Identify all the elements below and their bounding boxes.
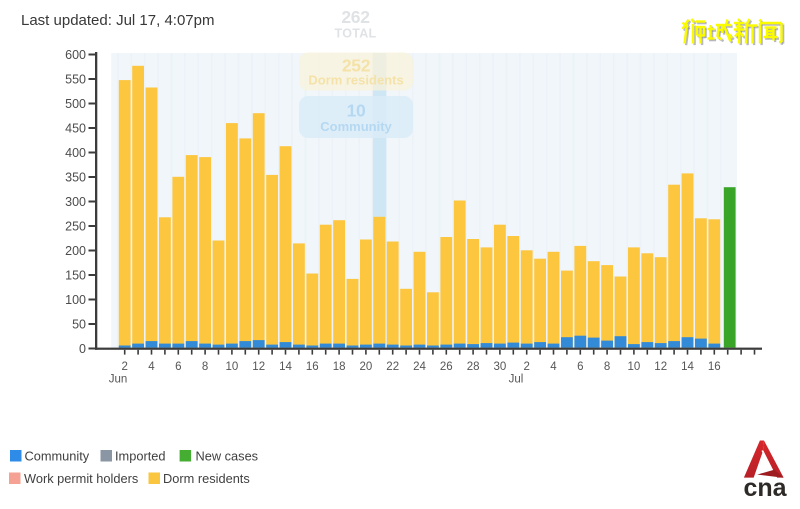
svg-text:New cases: New cases bbox=[196, 449, 259, 464]
svg-text:262: 262 bbox=[341, 7, 370, 27]
svg-text:550: 550 bbox=[65, 73, 86, 87]
svg-text:12: 12 bbox=[654, 361, 667, 373]
svg-text:50: 50 bbox=[72, 318, 86, 332]
svg-text:20: 20 bbox=[360, 361, 373, 373]
svg-text:150: 150 bbox=[65, 269, 86, 283]
svg-text:Jul: Jul bbox=[509, 374, 524, 386]
svg-text:30: 30 bbox=[494, 361, 507, 373]
svg-text:Community: Community bbox=[25, 449, 90, 464]
svg-text:250: 250 bbox=[65, 220, 86, 234]
svg-text:400: 400 bbox=[65, 146, 86, 160]
svg-text:22: 22 bbox=[386, 361, 399, 373]
svg-text:450: 450 bbox=[65, 122, 86, 136]
svg-text:12: 12 bbox=[252, 361, 265, 373]
svg-text:26: 26 bbox=[440, 361, 453, 373]
svg-text:10: 10 bbox=[628, 361, 641, 373]
svg-text:Last updated: Jul 17, 4:07pm: Last updated: Jul 17, 4:07pm bbox=[21, 12, 214, 29]
svg-text:8: 8 bbox=[604, 361, 610, 373]
svg-text:100: 100 bbox=[65, 293, 86, 307]
svg-text:Dorm residents: Dorm residents bbox=[163, 471, 250, 486]
svg-text:28: 28 bbox=[467, 361, 480, 373]
svg-text:500: 500 bbox=[65, 97, 86, 111]
svg-text:Community: Community bbox=[320, 119, 392, 134]
svg-text:4: 4 bbox=[550, 361, 557, 373]
svg-text:300: 300 bbox=[65, 195, 86, 209]
svg-text:10: 10 bbox=[226, 361, 239, 373]
svg-text:TOTAL: TOTAL bbox=[334, 27, 376, 41]
svg-text:14: 14 bbox=[681, 361, 694, 373]
svg-text:16: 16 bbox=[306, 361, 319, 373]
svg-text:600: 600 bbox=[65, 48, 86, 62]
svg-text:200: 200 bbox=[65, 244, 86, 258]
svg-text:Dorm residents: Dorm residents bbox=[308, 73, 403, 88]
svg-text:14: 14 bbox=[279, 361, 292, 373]
svg-text:8: 8 bbox=[202, 361, 208, 373]
svg-text:6: 6 bbox=[577, 361, 583, 373]
svg-text:24: 24 bbox=[413, 361, 426, 373]
svg-text:10: 10 bbox=[347, 101, 366, 121]
svg-text:0: 0 bbox=[79, 342, 86, 356]
svg-text:252: 252 bbox=[342, 56, 371, 76]
svg-text:18: 18 bbox=[333, 361, 346, 373]
svg-text:6: 6 bbox=[175, 361, 181, 373]
svg-text:2: 2 bbox=[121, 361, 127, 373]
svg-text:Work permit holders: Work permit holders bbox=[24, 471, 138, 486]
svg-text:350: 350 bbox=[65, 171, 86, 185]
svg-text:cna: cna bbox=[744, 474, 788, 502]
svg-text:2: 2 bbox=[523, 361, 529, 373]
svg-text:Imported: Imported bbox=[115, 449, 166, 464]
svg-text:4: 4 bbox=[148, 361, 155, 373]
svg-text:Jun: Jun bbox=[109, 374, 128, 386]
svg-text:16: 16 bbox=[708, 361, 721, 373]
